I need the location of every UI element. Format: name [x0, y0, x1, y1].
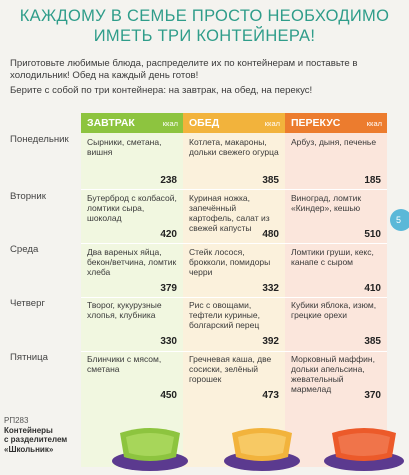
meal-kcal: 370 [364, 390, 381, 401]
yellow-container-image [224, 428, 300, 471]
row-divider [81, 351, 183, 352]
meal-food: Бутерброд с колбасой, ломтики сыра, шоко… [87, 193, 177, 223]
meal-kcal: 392 [262, 336, 279, 347]
meal-kcal: 510 [364, 229, 381, 240]
meal-food: Морковный маффин, дольки апельсина, жева… [291, 354, 375, 394]
orange-container-image [324, 428, 404, 471]
meal-kcal: 185 [364, 175, 381, 186]
column-header-breakfast: ЗАВТРАК ккал [81, 113, 183, 133]
row-divider [183, 297, 285, 298]
product-code: РП283 [4, 416, 29, 425]
column-title: ПЕРЕКУС [291, 117, 341, 129]
page-number-badge: 5 [390, 209, 409, 231]
meal-kcal: 450 [160, 390, 177, 401]
column-header-snack: ПЕРЕКУС ккал [285, 113, 387, 133]
row-divider [285, 189, 387, 190]
meal-food: Блинчики с мясом, сметана [87, 354, 162, 374]
meal-kcal: 480 [262, 229, 279, 240]
intro-paragraph-2: Берите с собой по три контейнера: на зав… [10, 85, 313, 96]
green-container-image [112, 428, 188, 471]
row-divider [81, 189, 183, 190]
meal-kcal: 379 [160, 283, 177, 294]
meal-kcal: 473 [262, 390, 279, 401]
meal-kcal: 238 [160, 175, 177, 186]
product-caption: РП283 Контейнеры с разделителем «Школьни… [4, 416, 84, 454]
column-snack: ПЕРЕКУС ккал Арбуз, дыня, печенье 185 Ви… [285, 113, 387, 467]
meal-food: Ломтики груши, кекс, канапе с сыром [291, 247, 374, 267]
page-number: 5 [396, 215, 402, 225]
meal-kcal: 385 [262, 175, 279, 186]
column-unit: ккал [366, 119, 382, 128]
row-divider [183, 351, 285, 352]
day-label-friday: Пятница [10, 352, 48, 363]
row-divider [285, 351, 387, 352]
row-divider [81, 243, 183, 244]
meal-food: Арбуз, дыня, печенье [291, 137, 377, 147]
column-lunch: ОБЕД ккал Котлета, макароны, дольки свеж… [183, 113, 285, 467]
meal-food: Рис с овощами, тефтели куриные, болгарск… [189, 300, 260, 330]
column-title: ОБЕД [189, 117, 220, 129]
product-name-line-3: «Школьник» [4, 444, 54, 454]
meal-kcal: 332 [262, 283, 279, 294]
row-divider [285, 297, 387, 298]
meal-kcal: 385 [364, 336, 381, 347]
day-label-tuesday: Вторник [10, 191, 46, 202]
intro-paragraph-1: Приготовьте любимые блюда, распределите … [10, 58, 358, 81]
intro-text: Приготовьте любимые блюда, распределите … [10, 58, 400, 101]
meal-food: Котлета, макароны, дольки свежего огурца [189, 137, 279, 157]
column-title: ЗАВТРАК [87, 117, 135, 129]
meal-food: Два вареных яйца, бекон/ветчина, ломтик … [87, 247, 177, 277]
day-label-monday: Понедельник [10, 134, 69, 145]
title-line-2: ИМЕТЬ ТРИ КОНТЕЙНЕРА! [93, 27, 316, 45]
product-name-line-2: с разделителем [4, 435, 68, 444]
day-label-thursday: Четверг [10, 298, 45, 309]
column-unit: ккал [162, 119, 178, 128]
row-divider [183, 243, 285, 244]
column-header-lunch: ОБЕД ккал [183, 113, 285, 133]
meal-food: Гречневая каша, две сосиски, зелёный гор… [189, 354, 272, 384]
meal-plan-table: ЗАВТРАК ккал Сырники, сметана, вишня 238… [81, 113, 387, 467]
row-divider [81, 297, 183, 298]
meal-food: Творог, кукурузные хлопья, клубника [87, 300, 162, 320]
page-title: КАЖДОМУ В СЕМЬЕ ПРОСТО НЕОБХОДИМО ИМЕТЬ … [0, 6, 409, 46]
meal-kcal: 330 [160, 336, 177, 347]
meal-food: Сырники, сметана, вишня [87, 137, 162, 157]
row-divider [183, 189, 285, 190]
meal-food: Стейк лосося, брокколи, помидоры черри [189, 247, 271, 277]
product-name-line-1: Контейнеры [4, 425, 53, 435]
meal-food: Кубики яблока, изюм, грецкие орехи [291, 300, 377, 320]
column-unit: ккал [264, 119, 280, 128]
meal-kcal: 420 [160, 229, 177, 240]
column-breakfast: ЗАВТРАК ккал Сырники, сметана, вишня 238… [81, 113, 183, 467]
row-divider [285, 243, 387, 244]
title-line-1: КАЖДОМУ В СЕМЬЕ ПРОСТО НЕОБХОДИМО [19, 7, 390, 25]
day-label-wednesday: Среда [10, 244, 39, 255]
meal-kcal: 410 [364, 283, 381, 294]
meal-food: Куриная ножка, запечённый картофель, сал… [189, 193, 270, 233]
meal-food: Виноград, ломтик «Киндер», кешью [291, 193, 362, 213]
